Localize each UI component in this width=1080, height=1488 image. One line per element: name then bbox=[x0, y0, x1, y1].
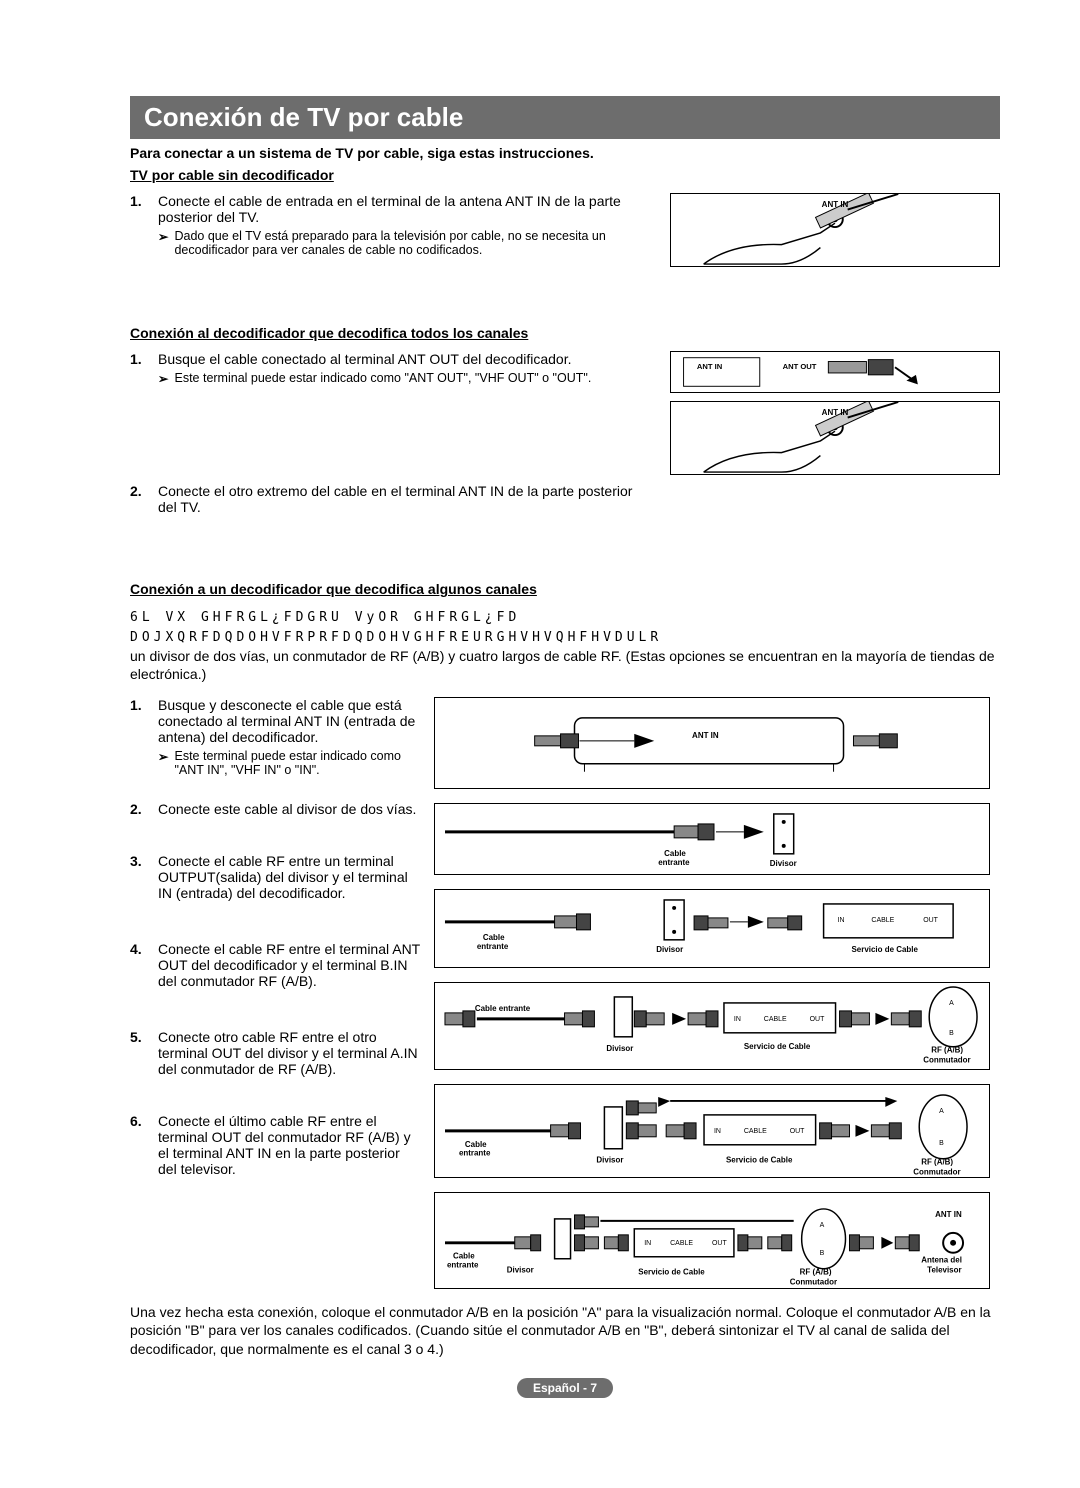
note-text: Dado que el TV está preparado para la te… bbox=[174, 229, 654, 257]
step-text: Conecte otro cable RF entre el otro term… bbox=[158, 1029, 420, 1077]
step-number: 6. bbox=[130, 1113, 148, 1177]
step-text: Conecte este cable al divisor de dos vía… bbox=[158, 801, 420, 817]
svg-text:B: B bbox=[820, 1249, 825, 1256]
step-text: Conecte el último cable RF entre el term… bbox=[158, 1113, 420, 1177]
svg-text:IN: IN bbox=[838, 916, 845, 923]
step-number: 1. bbox=[130, 351, 148, 386]
step-number: 2. bbox=[130, 483, 148, 515]
svg-text:entrante: entrante bbox=[477, 941, 509, 950]
svg-text:Conmutador: Conmutador bbox=[923, 1056, 970, 1065]
section3-intro: 6L VX GHFRGL¿FDGRU VyOR GHFRGL¿FD DOJXQR… bbox=[130, 607, 1000, 683]
step-text: Busque el cable conectado al terminal AN… bbox=[158, 351, 654, 367]
svg-text:RF (A/B): RF (A/B) bbox=[800, 1267, 832, 1276]
svg-text:IN: IN bbox=[734, 1016, 741, 1023]
step-text: Conecte el cable RF entre el terminal AN… bbox=[158, 941, 420, 989]
section2-step1: 1. Busque el cable conectado al terminal… bbox=[130, 351, 654, 475]
svg-text:IN: IN bbox=[644, 1239, 651, 1246]
svg-text:Cable: Cable bbox=[483, 932, 505, 941]
note-arrow-icon: ➢ bbox=[158, 371, 168, 386]
diagram-step1: ANT IN bbox=[434, 697, 990, 789]
step-text: Conecte el otro extremo del cable en el … bbox=[158, 483, 654, 515]
section3-diagrams: ANT IN bbox=[434, 697, 1000, 1289]
step-number: 4. bbox=[130, 941, 148, 989]
svg-text:Antena del: Antena del bbox=[921, 1255, 962, 1264]
section1-heading: TV por cable sin decodificador bbox=[130, 167, 1000, 183]
page: Conexión de TV por cable Para conectar a… bbox=[0, 0, 1080, 1438]
section2-step2: 2. Conecte el otro extremo del cable en … bbox=[130, 483, 654, 523]
svg-text:B: B bbox=[939, 1140, 944, 1147]
label-ant-in: ANT IN bbox=[697, 362, 722, 371]
svg-text:Servicio de Cable: Servicio de Cable bbox=[726, 1156, 793, 1165]
note-arrow-icon: ➢ bbox=[158, 229, 168, 257]
step-text: Busque y desconecte el cable que está co… bbox=[158, 697, 420, 745]
step-number: 3. bbox=[130, 853, 148, 901]
svg-text:entrante: entrante bbox=[459, 1149, 491, 1158]
svg-text:OUT: OUT bbox=[790, 1128, 805, 1135]
svg-text:RF (A/B): RF (A/B) bbox=[931, 1046, 963, 1055]
svg-text:OUT: OUT bbox=[712, 1239, 727, 1246]
svg-text:A: A bbox=[949, 1000, 954, 1007]
diagram-step4: Cable entrante Divisor IN CABLE OUT Servic… bbox=[434, 982, 990, 1070]
svg-text:Conmutador: Conmutador bbox=[913, 1168, 960, 1177]
svg-text:A: A bbox=[820, 1221, 825, 1228]
diagram-step2: Cable entrante Divisor bbox=[434, 803, 990, 875]
svg-text:Cable: Cable bbox=[465, 1140, 487, 1149]
label-ant-in: ANT IN bbox=[822, 200, 849, 209]
note-arrow-icon: ➢ bbox=[158, 749, 168, 777]
page-number-badge: Español - 7 bbox=[517, 1378, 613, 1398]
svg-text:IN: IN bbox=[714, 1128, 721, 1135]
svg-text:Televisor: Televisor bbox=[927, 1265, 961, 1274]
svg-text:Cable: Cable bbox=[664, 849, 686, 858]
figure-decoder-box: ANT IN ANT OUT bbox=[670, 351, 1000, 393]
intro-text: Para conectar a un sistema de TV por cab… bbox=[130, 145, 1000, 161]
section2-heading: Conexión al decodificador que decodifica… bbox=[130, 325, 1000, 341]
step-number: 2. bbox=[130, 801, 148, 817]
svg-text:ANT IN: ANT IN bbox=[935, 1210, 962, 1219]
svg-text:B: B bbox=[949, 1030, 954, 1037]
svg-text:OUT: OUT bbox=[923, 916, 938, 923]
svg-text:Divisor: Divisor bbox=[596, 1156, 623, 1165]
note-text: Este terminal puede estar indicado como … bbox=[174, 749, 420, 777]
label-ant-in: ANT IN bbox=[822, 408, 849, 417]
svg-text:Servicio de Cable: Servicio de Cable bbox=[638, 1267, 705, 1276]
svg-text:ANT IN: ANT IN bbox=[692, 731, 719, 740]
svg-text:A: A bbox=[939, 1108, 944, 1115]
figure-hand-ant-in: ANT IN bbox=[670, 193, 1000, 267]
footer-paragraph: Una vez hecha esta conexión, coloque el … bbox=[130, 1303, 1000, 1358]
svg-text:Divisor: Divisor bbox=[770, 859, 797, 868]
svg-text:entrante: entrante bbox=[447, 1260, 479, 1269]
svg-text:entrante: entrante bbox=[658, 858, 690, 867]
page-title: Conexión de TV por cable bbox=[130, 96, 1000, 139]
step-text: Conecte el cable de entrada en el termin… bbox=[158, 193, 654, 225]
svg-text:Cable entrante: Cable entrante bbox=[475, 1004, 531, 1013]
section3-heading: Conexión a un decodificador que decodifi… bbox=[130, 581, 1000, 597]
step-number: 1. bbox=[130, 697, 148, 777]
note-text: Este terminal puede estar indicado como … bbox=[174, 371, 591, 386]
svg-text:CABLE: CABLE bbox=[871, 916, 894, 923]
svg-text:Divisor: Divisor bbox=[507, 1265, 534, 1274]
svg-text:Servicio de Cable: Servicio de Cable bbox=[744, 1042, 811, 1051]
svg-text:CABLE: CABLE bbox=[764, 1016, 787, 1023]
section3-intro-rest: un divisor de dos vías, un conmutador de… bbox=[130, 648, 995, 682]
garbled-text: 6L VX GHFRGL¿FDGRU VyOR GHFRGL¿FD DOJXQR… bbox=[130, 610, 662, 645]
diagram-step5: Cable entrante Divisor INCABLEOUT S bbox=[434, 1084, 990, 1178]
svg-text:Conmutador: Conmutador bbox=[790, 1277, 837, 1286]
svg-text:CABLE: CABLE bbox=[744, 1128, 767, 1135]
diagram-step6: Cable entrante Divisor IN CABLE OUT Servic… bbox=[434, 1192, 990, 1290]
svg-text:Divisor: Divisor bbox=[606, 1044, 633, 1053]
svg-text:Cable: Cable bbox=[453, 1251, 475, 1260]
svg-text:Servicio de Cable: Servicio de Cable bbox=[851, 944, 918, 953]
diagram-step3: Cable entrante Divisor IN CABLE OUT Se bbox=[434, 889, 990, 969]
svg-text:RF (A/B): RF (A/B) bbox=[921, 1158, 953, 1167]
step-text: Conecte el cable RF entre un terminal OU… bbox=[158, 853, 420, 901]
section1-text: 1. Conecte el cable de entrada en el ter… bbox=[130, 193, 654, 267]
section3-steps: 1. Busque y desconecte el cable que está… bbox=[130, 697, 420, 1289]
label-ant-out: ANT OUT bbox=[783, 362, 817, 371]
figure-hand-ant-in-2: ANT IN bbox=[670, 401, 1000, 475]
svg-text:Divisor: Divisor bbox=[656, 944, 683, 953]
svg-text:OUT: OUT bbox=[810, 1016, 825, 1023]
svg-text:CABLE: CABLE bbox=[670, 1239, 693, 1246]
step-number: 5. bbox=[130, 1029, 148, 1077]
step-number: 1. bbox=[130, 193, 148, 257]
